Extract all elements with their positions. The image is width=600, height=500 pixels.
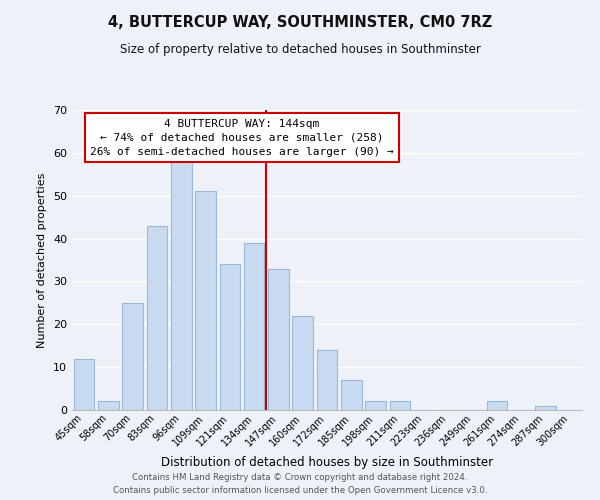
Bar <box>317 350 337 410</box>
Y-axis label: Number of detached properties: Number of detached properties <box>37 172 47 348</box>
Bar <box>244 243 265 410</box>
Bar <box>171 162 191 410</box>
Bar <box>98 402 119 410</box>
Bar <box>146 226 167 410</box>
Text: Size of property relative to detached houses in Southminster: Size of property relative to detached ho… <box>119 42 481 56</box>
Bar <box>268 268 289 410</box>
Bar <box>292 316 313 410</box>
Bar <box>74 358 94 410</box>
X-axis label: Distribution of detached houses by size in Southminster: Distribution of detached houses by size … <box>161 456 493 469</box>
Text: Contains HM Land Registry data © Crown copyright and database right 2024.: Contains HM Land Registry data © Crown c… <box>132 474 468 482</box>
Bar <box>365 402 386 410</box>
Text: 4, BUTTERCUP WAY, SOUTHMINSTER, CM0 7RZ: 4, BUTTERCUP WAY, SOUTHMINSTER, CM0 7RZ <box>108 15 492 30</box>
Bar <box>122 303 143 410</box>
Text: Contains public sector information licensed under the Open Government Licence v3: Contains public sector information licen… <box>113 486 487 495</box>
Bar <box>535 406 556 410</box>
Bar <box>487 402 508 410</box>
Text: 4 BUTTERCUP WAY: 144sqm
← 74% of detached houses are smaller (258)
26% of semi-d: 4 BUTTERCUP WAY: 144sqm ← 74% of detache… <box>90 118 394 156</box>
Bar <box>341 380 362 410</box>
Bar <box>195 192 216 410</box>
Bar <box>220 264 240 410</box>
Bar <box>389 402 410 410</box>
